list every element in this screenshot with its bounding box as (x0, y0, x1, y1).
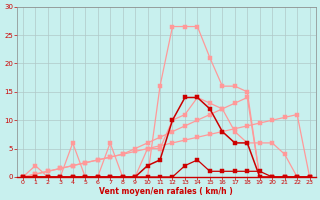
X-axis label: Vent moyen/en rafales ( km/h ): Vent moyen/en rafales ( km/h ) (100, 187, 233, 196)
